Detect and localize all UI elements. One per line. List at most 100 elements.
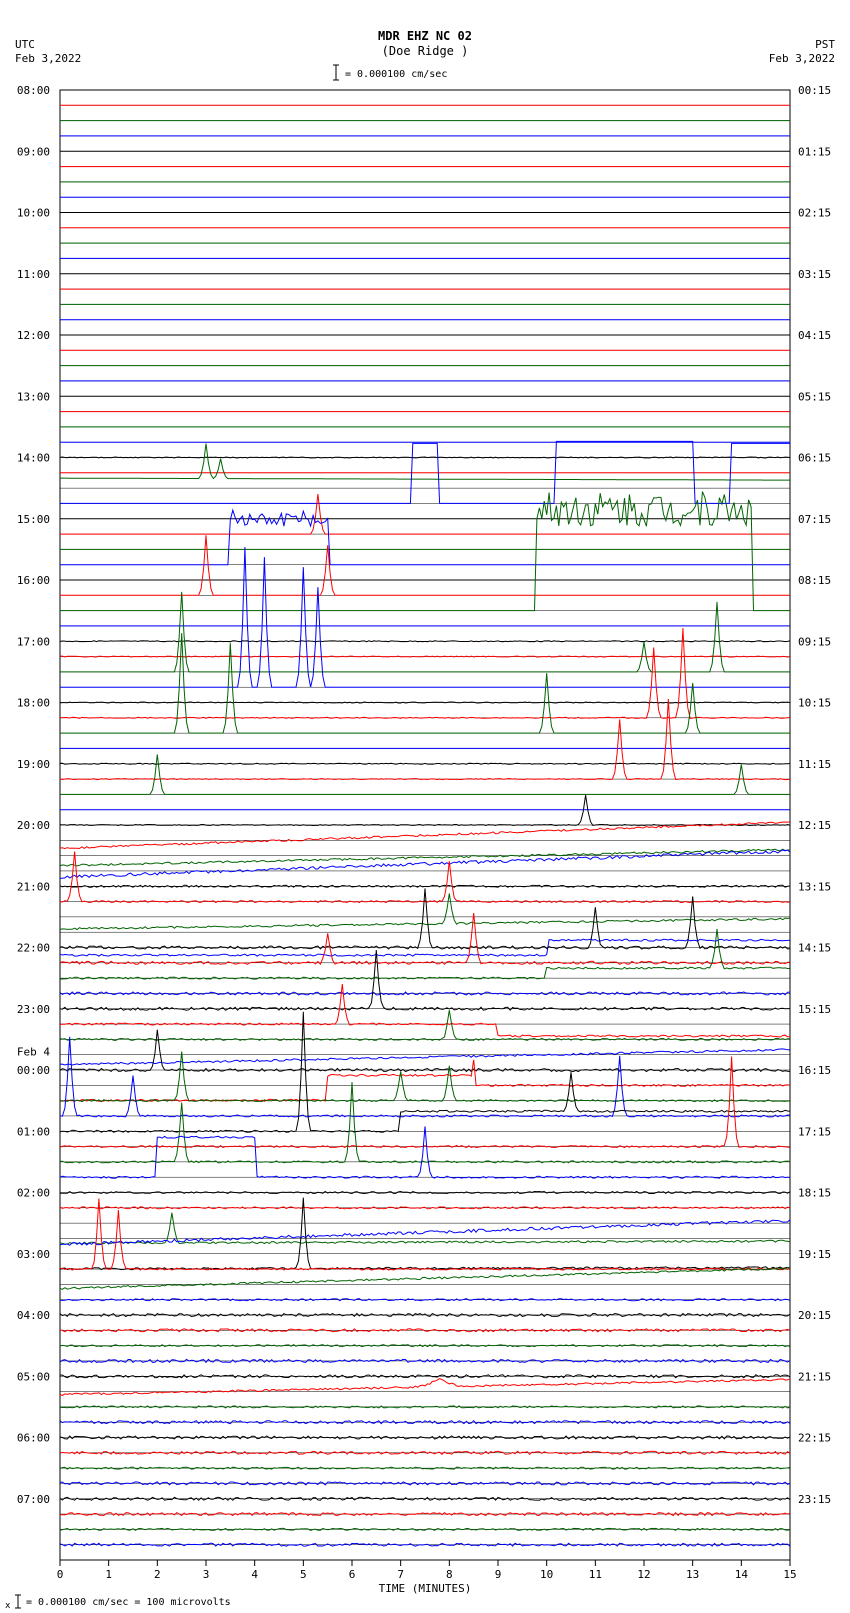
- pst-label: 21:15: [798, 1370, 831, 1383]
- trace-line: [60, 641, 790, 642]
- x-tick: 3: [203, 1568, 210, 1581]
- station-name: (Doe Ridge ): [382, 44, 469, 58]
- utc-label: Feb 4: [17, 1046, 50, 1059]
- scale-text: = 0.000100 cm/sec: [345, 69, 447, 80]
- pst-label: 11:15: [798, 758, 831, 771]
- x-tick: 7: [397, 1568, 404, 1581]
- trace-line: [60, 1052, 790, 1102]
- pst-label: 19:15: [798, 1248, 831, 1261]
- x-tick: 8: [446, 1568, 453, 1581]
- left-tz: UTC: [15, 38, 35, 51]
- pst-label: 12:15: [798, 819, 831, 832]
- x-label: TIME (MINUTES): [379, 1582, 472, 1595]
- trace-line: [60, 1060, 790, 1102]
- x-tick: 0: [57, 1568, 64, 1581]
- trace-line: [60, 929, 790, 979]
- x-tick: 4: [251, 1568, 258, 1581]
- trace-line: [60, 699, 790, 780]
- pst-label: 07:15: [798, 513, 831, 526]
- pst-label: 04:15: [798, 329, 831, 342]
- trace-line: [60, 1126, 790, 1178]
- pst-label: 20:15: [798, 1309, 831, 1322]
- trace-line: [60, 849, 790, 866]
- trace-line: [60, 1213, 790, 1244]
- utc-label: 00:00: [17, 1064, 50, 1077]
- trace-line: [60, 444, 790, 481]
- pst-label: 22:15: [798, 1432, 831, 1445]
- utc-label: 16:00: [17, 574, 50, 587]
- utc-label: 09:00: [17, 145, 50, 158]
- utc-label: 11:00: [17, 268, 50, 281]
- pst-label: 02:15: [798, 207, 831, 220]
- seismogram-chart: MDR EHZ NC 02(Doe Ridge ) = 0.000100 cm/s…: [0, 0, 850, 1613]
- utc-label: 08:00: [17, 84, 50, 97]
- pst-label: 08:15: [798, 574, 831, 587]
- trace-line: [60, 1082, 790, 1163]
- trace-line: [60, 1012, 790, 1132]
- pst-label: 18:15: [798, 1187, 831, 1200]
- pst-label: 23:15: [798, 1493, 831, 1506]
- utc-label: 06:00: [17, 1432, 50, 1445]
- trace-line: [60, 1379, 790, 1396]
- utc-label: 02:00: [17, 1187, 50, 1200]
- trace-line: [60, 913, 790, 964]
- pst-label: 16:15: [798, 1064, 831, 1077]
- utc-label: 19:00: [17, 758, 50, 771]
- utc-label: 04:00: [17, 1309, 50, 1322]
- trace-line: [60, 702, 790, 703]
- x-tick: 13: [686, 1568, 699, 1581]
- x-tick: 14: [735, 1568, 749, 1581]
- trace-line: [60, 754, 790, 794]
- x-tick: 12: [637, 1568, 650, 1581]
- trace-line: [60, 656, 790, 657]
- utc-label: 01:00: [17, 1125, 50, 1138]
- utc-label: 15:00: [17, 513, 50, 526]
- left-date: Feb 3,2022: [15, 52, 81, 65]
- utc-label: 21:00: [17, 880, 50, 893]
- trace-line: [60, 492, 790, 611]
- utc-label: 12:00: [17, 329, 50, 342]
- x-tick: 15: [783, 1568, 796, 1581]
- trace-line: [60, 547, 790, 687]
- pst-label: 17:15: [798, 1125, 831, 1138]
- x-tick: 9: [495, 1568, 502, 1581]
- station-id: MDR EHZ NC 02: [378, 29, 472, 43]
- utc-label: 03:00: [17, 1248, 50, 1261]
- pst-label: 09:15: [798, 635, 831, 648]
- trace-line: [60, 894, 790, 930]
- trace-line: [60, 1049, 790, 1065]
- utc-label: 13:00: [17, 390, 50, 403]
- trace-line: [60, 822, 790, 849]
- pst-label: 01:15: [798, 145, 831, 158]
- x-tick: 5: [300, 1568, 307, 1581]
- pst-label: 05:15: [798, 390, 831, 403]
- utc-label: 17:00: [17, 635, 50, 648]
- trace-line: [60, 950, 790, 1010]
- seismogram-container: MDR EHZ NC 02(Doe Ridge ) = 0.000100 cm/s…: [0, 0, 850, 1613]
- pst-label: 00:15: [798, 84, 831, 97]
- x-tick: 10: [540, 1568, 553, 1581]
- utc-label: 22:00: [17, 942, 50, 955]
- utc-label: 10:00: [17, 207, 50, 220]
- trace-line: [60, 1268, 790, 1290]
- trace-line: [60, 494, 790, 534]
- pst-label: 03:15: [798, 268, 831, 281]
- utc-label: 20:00: [17, 819, 50, 832]
- pst-label: 14:15: [798, 942, 831, 955]
- utc-label: 05:00: [17, 1370, 50, 1383]
- x-tick: 2: [154, 1568, 161, 1581]
- pst-label: 06:15: [798, 452, 831, 465]
- utc-label: 07:00: [17, 1493, 50, 1506]
- trace-line: [60, 457, 790, 458]
- trace-line: [60, 1207, 790, 1209]
- right-tz: PST: [815, 38, 835, 51]
- trace-line: [60, 850, 790, 878]
- trace-line: [60, 885, 790, 887]
- pst-label: 15:15: [798, 1003, 831, 1016]
- utc-label: 18:00: [17, 697, 50, 710]
- x-tick: 1: [105, 1568, 112, 1581]
- x-tick: 6: [349, 1568, 356, 1581]
- trace-line: [60, 1037, 790, 1117]
- utc-label: 14:00: [17, 452, 50, 465]
- pst-label: 13:15: [798, 880, 831, 893]
